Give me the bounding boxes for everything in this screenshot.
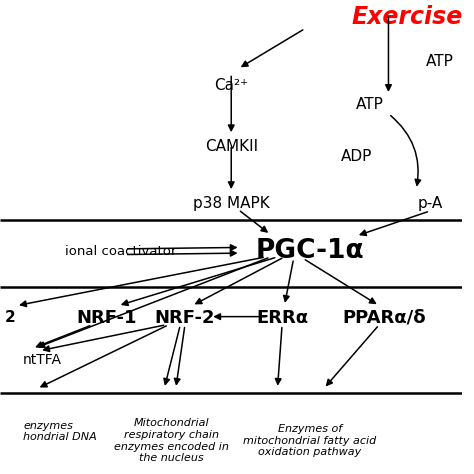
Text: ERRα: ERRα	[256, 309, 308, 327]
Text: ADP: ADP	[340, 149, 372, 164]
Text: ATP: ATP	[356, 97, 384, 112]
Text: ional coactivator: ional coactivator	[65, 245, 176, 258]
Text: ntTFA: ntTFA	[23, 353, 62, 367]
Text: NRF-1: NRF-1	[76, 309, 137, 327]
Text: Mitochondrial
respiratory chain
enzymes encoded in
the nucleus: Mitochondrial respiratory chain enzymes …	[114, 419, 228, 463]
Text: ATP: ATP	[425, 54, 453, 69]
Text: PPARα/δ: PPARα/δ	[342, 309, 426, 327]
Text: Ca²⁺: Ca²⁺	[214, 78, 248, 93]
Text: CAMKII: CAMKII	[205, 139, 258, 155]
Text: p-A: p-A	[418, 196, 443, 211]
Text: Exercise: Exercise	[351, 5, 463, 28]
Text: enzymes
hondrial DNA: enzymes hondrial DNA	[23, 420, 97, 442]
Text: p38 MAPK: p38 MAPK	[193, 196, 270, 211]
Text: PGC-1α: PGC-1α	[255, 238, 364, 264]
Text: Enzymes of
mitochondrial fatty acid
oxidation pathway: Enzymes of mitochondrial fatty acid oxid…	[243, 424, 376, 457]
Text: 2: 2	[5, 310, 15, 325]
Text: NRF-2: NRF-2	[155, 309, 215, 327]
